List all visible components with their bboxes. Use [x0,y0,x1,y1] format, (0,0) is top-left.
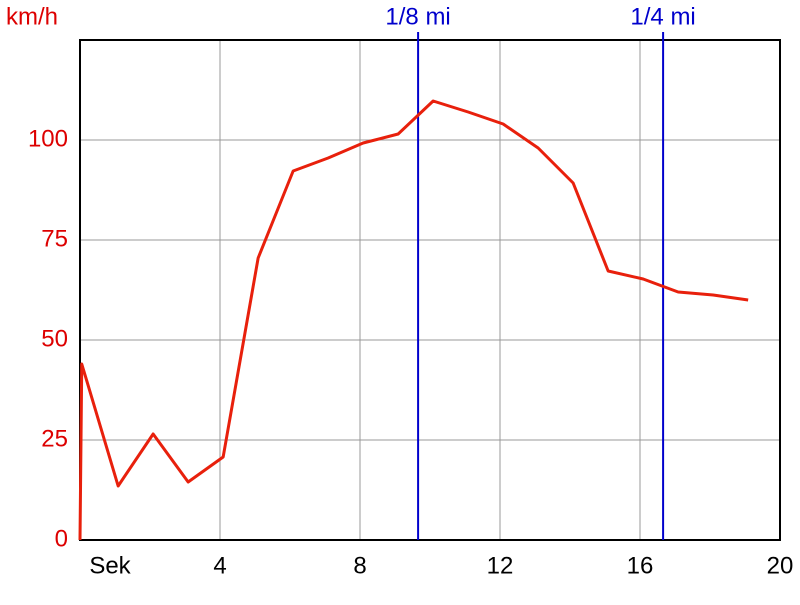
distance-marker-label: 1/8 mi [385,3,450,30]
y-tick-label: 75 [41,225,68,252]
y-tick-label: 25 [41,425,68,452]
y-tick-label: 0 [55,525,68,552]
distance-marker-label: 1/4 mi [630,3,695,30]
y-tick-label: 100 [28,125,68,152]
speed-line [78,99,749,541]
x-tick-label: 20 [767,552,794,579]
x-tick-label: 8 [353,552,366,579]
y-axis-label: km/h [6,3,58,30]
plot-frame [79,39,781,541]
x-tick-label: 16 [627,552,654,579]
x-tick-label: 4 [213,552,226,579]
x-tick-label: 12 [487,552,514,579]
y-tick-label: 50 [41,325,68,352]
x-axis-label: Sek [89,552,131,579]
